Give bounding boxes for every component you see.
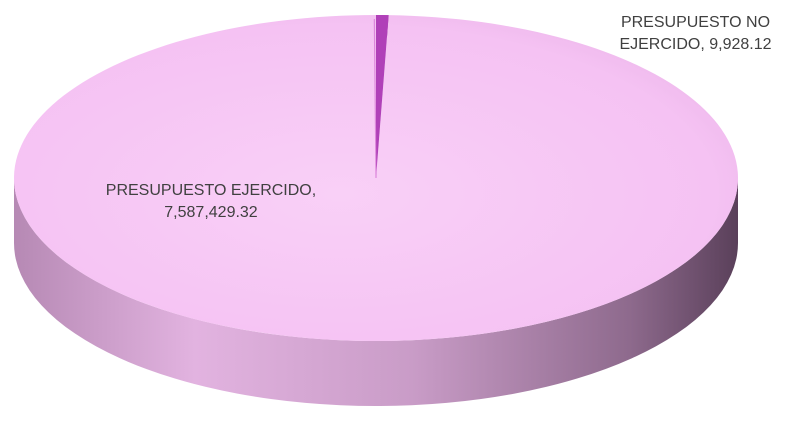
data-label-ejercido-value: 7,587,429.32 — [164, 204, 258, 221]
data-label-no-ejercido: PRESUPUESTO NO EJERCIDO, 9,928.12 — [598, 12, 793, 56]
pie-side-wall — [14, 178, 738, 406]
data-label-no-ejercido-name: PRESUPUESTO NO — [620, 14, 771, 31]
leader-line — [373, 19, 377, 179]
slice-no-ejercido — [376, 15, 389, 178]
slice-ejercido — [13, 15, 738, 342]
data-label-ejercido-name: PRESUPUESTO EJERCIDO, — [105, 182, 317, 199]
data-label-no-ejercido-value: EJERCIDO, 9,928.12 — [619, 36, 772, 53]
data-label-ejercido: PRESUPUESTO EJERCIDO, 7,587,429.32 — [80, 180, 342, 224]
